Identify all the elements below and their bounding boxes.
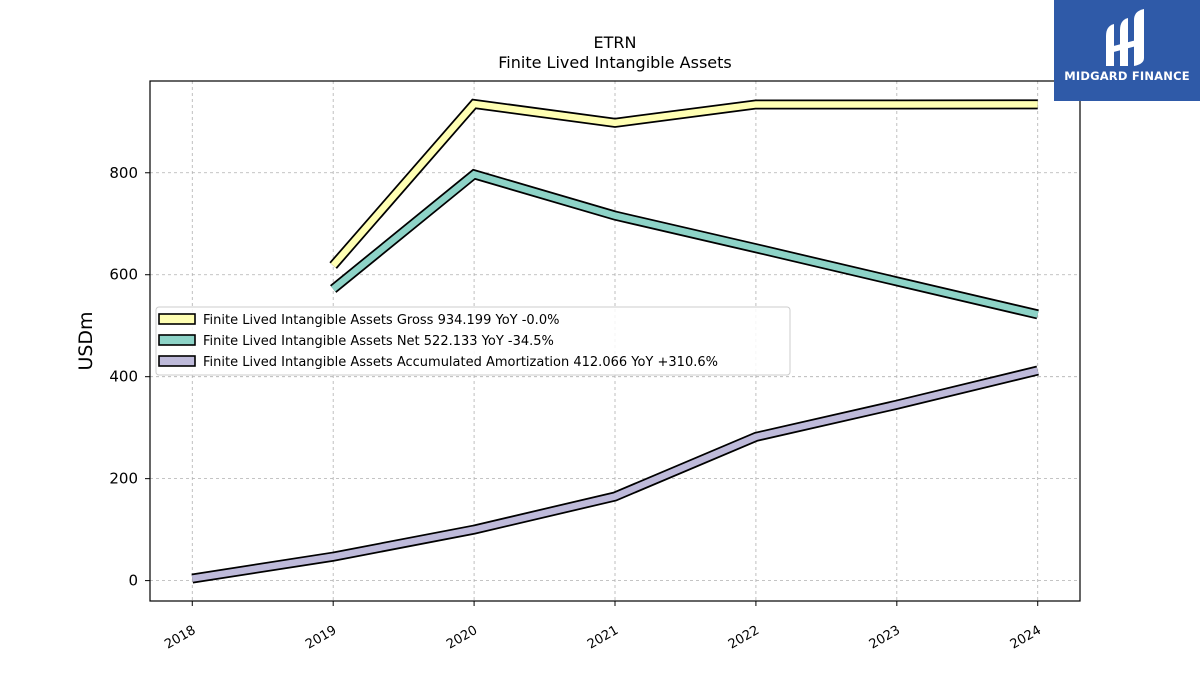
logo-mark-icon	[1106, 9, 1144, 66]
series-line	[331, 170, 1039, 318]
series-line	[330, 100, 1038, 268]
x-tick-label: 2023	[867, 623, 903, 653]
legend-swatch	[158, 313, 196, 325]
series-2	[191, 365, 1039, 584]
chart-subtitle: Finite Lived Intangible Assets	[498, 53, 731, 72]
legend-box	[155, 306, 791, 376]
series-layer	[191, 98, 1039, 584]
chart-title: ETRN	[594, 33, 637, 52]
logo-text: MIDGARD FINANCE	[1064, 69, 1190, 83]
y-tick-label: 0	[128, 572, 138, 590]
legend-label: Finite Lived Intangible Assets Net 522.1…	[203, 334, 554, 349]
y-tick-label: 200	[109, 470, 138, 488]
series-1	[330, 168, 1039, 320]
brand-logo: MIDGARD FINANCE	[1054, 0, 1200, 101]
legend-swatch	[158, 334, 196, 346]
x-tick-label: 2020	[444, 623, 480, 653]
legend-swatch	[158, 355, 196, 367]
y-axis-label: USDm	[75, 311, 97, 370]
legend: Finite Lived Intangible Assets Gross 934…	[155, 306, 791, 376]
legend-label: Finite Lived Intangible Assets Accumulat…	[203, 355, 718, 370]
series-line-outline	[330, 168, 1039, 320]
x-tick-label: 2018	[162, 623, 198, 653]
x-tick-label: 2024	[1008, 623, 1044, 653]
series-line	[191, 367, 1039, 582]
y-tick-label: 600	[109, 266, 138, 284]
x-tick-label: 2019	[303, 623, 339, 653]
x-tick-label: 2021	[585, 623, 621, 653]
legend-label: Finite Lived Intangible Assets Gross 934…	[203, 313, 559, 328]
series-line-outline	[329, 98, 1038, 269]
y-tick-label: 800	[109, 164, 138, 182]
series-0	[329, 98, 1038, 269]
y-tick-label: 400	[109, 368, 138, 386]
x-tick-label: 2022	[726, 623, 762, 653]
